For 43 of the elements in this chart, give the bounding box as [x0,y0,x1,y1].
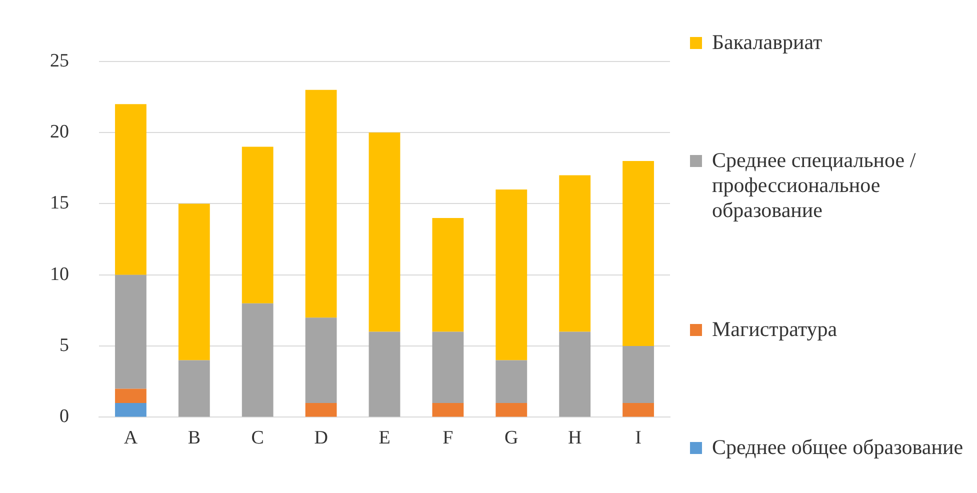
bar [178,360,210,417]
bar [622,346,654,403]
x-tick-label: H [568,428,582,449]
x-tick-label: E [378,428,390,449]
bar [432,402,464,417]
bar [622,161,654,346]
bar [559,332,591,417]
bar [496,189,528,360]
bar [305,318,337,403]
y-tick-label: 0 [60,406,69,428]
bar [368,332,400,417]
x-tick-label: F [442,428,454,449]
bar [368,132,400,332]
bar [559,175,591,332]
bar [178,204,210,360]
bar [242,303,274,417]
bar [305,90,337,318]
bar [115,388,146,403]
x-tick-label: G [504,428,519,449]
bar [432,332,464,403]
y-tick-label: 20 [50,122,69,143]
x-tick-label: C [251,428,264,449]
bar [305,402,337,417]
legend-label: Бакалавриат [712,30,822,55]
x-tick-label: B [188,428,201,449]
bar [496,360,528,403]
bar [115,402,146,417]
y-tick-label: 5 [60,335,69,356]
legend-label: Магистратура [712,316,838,342]
legend-label: Среднее общее образование [712,434,964,460]
bar [622,402,654,417]
bar [242,146,274,304]
bar [496,402,528,417]
y-tick-label: 25 [50,50,69,72]
bar [115,104,146,275]
x-tick-label: A [124,428,138,449]
x-tick-label: D [314,428,328,449]
x-tick-label: I [635,428,642,449]
bar [432,218,464,332]
legend-label: Среднее специальное /профессиональное образование [712,148,917,224]
y-tick-label: 15 [50,192,69,214]
bar [115,274,146,389]
y-tick-label: 10 [50,264,69,285]
